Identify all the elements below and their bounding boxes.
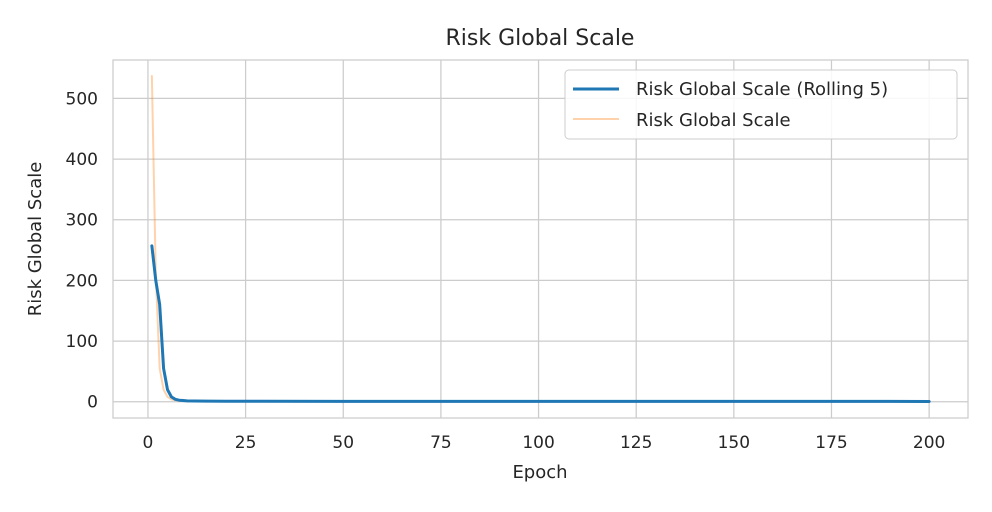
y-tick-label: 400 [66,150,98,170]
legend-box [564,69,958,140]
y-tick-label: 200 [66,271,98,291]
x-axis-label: Epoch [512,462,567,483]
x-tick-label: 175 [815,433,847,453]
x-tick-label: 50 [332,433,354,453]
series-line-rolling [150,244,931,403]
x-tick-label: 25 [235,433,257,453]
x-tick-label: 100 [522,433,554,453]
legend-label-rolling: Risk Global Scale (Rolling 5) [636,79,888,100]
x-tick-label: 200 [913,433,945,453]
y-tick-label: 100 [66,332,98,352]
series-layer [150,74,931,403]
chart-title: Risk Global Scale [446,26,635,51]
x-tick-label: 0 [143,433,154,453]
x-tick-label: 125 [620,433,652,453]
x-tick-label: 75 [430,433,452,453]
y-axis-label: Risk Global Scale [25,162,46,317]
legend: Risk Global Scale (Rolling 5) Risk Globa… [564,69,958,140]
y-tick-label: 300 [66,211,98,231]
legend-label-raw: Risk Global Scale [636,110,791,131]
y-tick-label: 0 [87,393,98,413]
y-ticks: 0 100 200 300 400 500 [66,89,98,412]
y-tick-label: 500 [66,89,98,109]
x-tick-label: 150 [718,433,750,453]
x-ticks: 0 25 50 75 100 125 150 175 200 [143,433,946,453]
